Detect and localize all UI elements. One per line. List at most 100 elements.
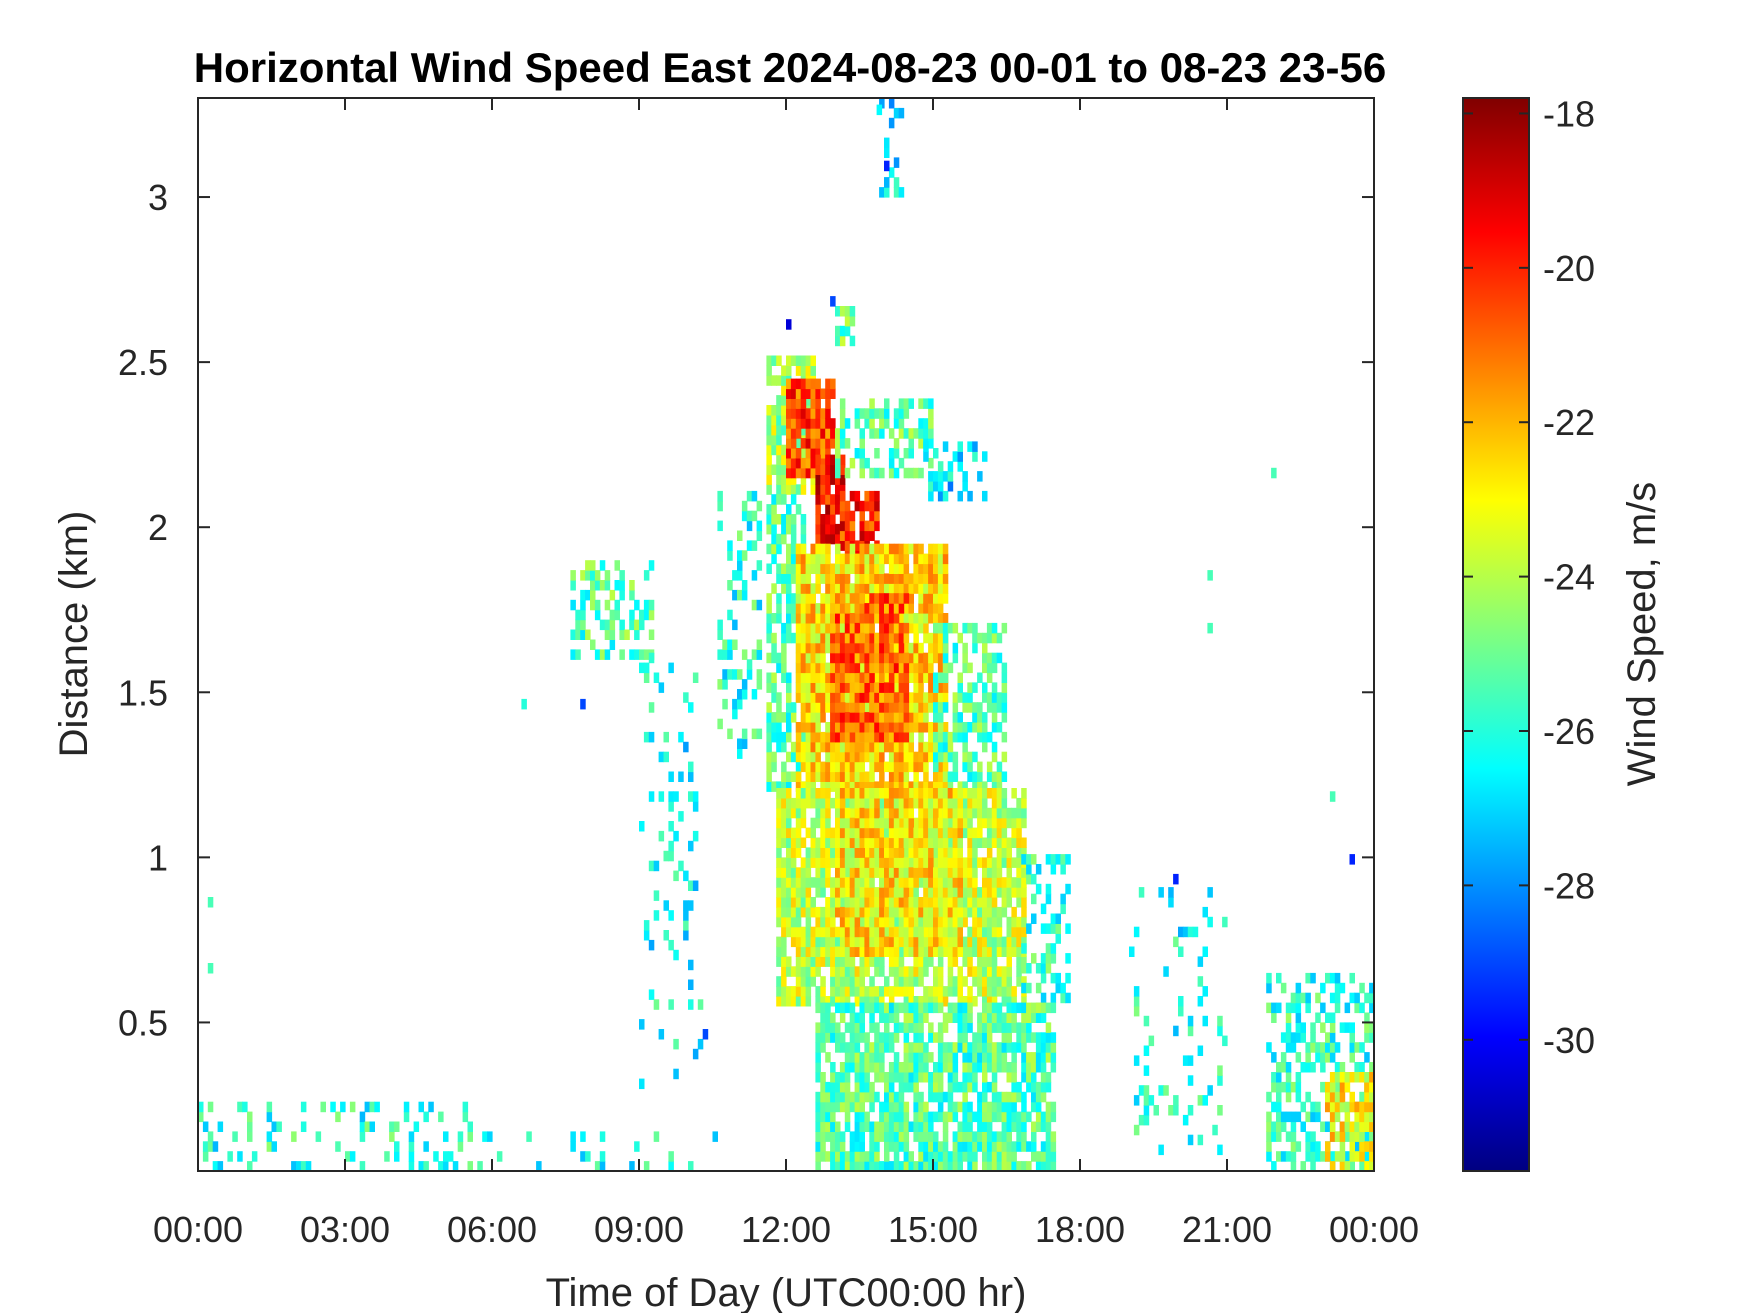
heatmap-cell — [937, 857, 944, 868]
heatmap-cell — [879, 897, 885, 908]
heatmap-cell — [580, 609, 586, 621]
heatmap-cell — [800, 788, 807, 799]
heatmap-cell — [634, 649, 640, 660]
heatmap-cell — [786, 807, 792, 819]
heatmap-cell — [825, 494, 831, 505]
heatmap-cell — [781, 996, 787, 1007]
heatmap-cell — [928, 672, 934, 683]
heatmap-cell — [972, 781, 978, 792]
heatmap-cell — [996, 1012, 1003, 1023]
heatmap-cell — [1006, 807, 1012, 819]
heatmap-cell — [820, 1151, 826, 1162]
heatmap-cell — [869, 906, 875, 918]
heatmap-cell — [854, 731, 861, 743]
heatmap-cell — [849, 807, 856, 819]
heatmap-cell — [888, 553, 895, 565]
heatmap-cell — [835, 771, 841, 782]
heatmap-cell — [815, 642, 821, 654]
heatmap-cell — [918, 1022, 924, 1033]
heatmap-cell — [839, 1141, 846, 1152]
heatmap-cell — [570, 599, 576, 611]
heatmap-cell — [982, 996, 988, 1007]
heatmap-cell — [825, 916, 831, 928]
heatmap-cell — [1320, 1002, 1326, 1014]
heatmap-cell — [874, 553, 880, 565]
heatmap-cell — [820, 1111, 826, 1123]
heatmap-cell — [1045, 1081, 1052, 1093]
heatmap-cell — [776, 405, 782, 416]
heatmap-cell — [786, 543, 792, 555]
heatmap-cell — [1369, 1121, 1375, 1132]
heatmap-cell — [888, 751, 895, 763]
heatmap-cell — [888, 672, 895, 683]
heatmap-cell — [805, 788, 812, 799]
heatmap-cell — [962, 731, 968, 743]
heatmap-cell — [893, 751, 900, 763]
heatmap-cell — [928, 1121, 934, 1132]
heatmap-cell — [403, 1101, 410, 1113]
heatmap-cell — [776, 395, 782, 406]
heatmap-cell — [1040, 1002, 1047, 1014]
heatmap-cell — [1285, 1072, 1292, 1083]
heatmap-cell — [933, 712, 939, 723]
heatmap-cell — [918, 807, 924, 819]
heatmap-cell — [879, 722, 885, 733]
heatmap-cell — [835, 652, 841, 664]
heatmap-cell — [1344, 1022, 1351, 1033]
heatmap-cell — [982, 877, 988, 888]
heatmap-cell — [1305, 992, 1311, 1004]
heatmap-cell — [928, 603, 934, 614]
heatmap-cell — [673, 830, 679, 842]
heatmap-cell — [908, 857, 914, 868]
heatmap-cell — [1329, 1131, 1336, 1142]
heatmap-cell — [1040, 972, 1047, 984]
heatmap-cell — [942, 490, 949, 502]
heatmap-cell — [869, 877, 875, 888]
heatmap-cell — [300, 1121, 307, 1132]
heatmap-cell — [825, 1052, 831, 1063]
heatmap-cell — [898, 741, 905, 753]
heatmap-cell — [937, 797, 944, 809]
heatmap-cell — [1016, 1091, 1022, 1103]
heatmap-cell — [795, 751, 802, 763]
heatmap-cell — [795, 652, 802, 664]
heatmap-cell — [1060, 992, 1066, 1004]
heatmap-cell — [1031, 1002, 1037, 1014]
heatmap-cell — [942, 1121, 949, 1132]
heatmap-cell — [996, 781, 1003, 792]
heatmap-cell — [928, 936, 934, 948]
heatmap-cell — [359, 1111, 366, 1123]
heatmap-cell — [903, 712, 910, 723]
heatmap-cell — [918, 722, 924, 733]
heatmap-cell — [844, 817, 851, 829]
heatmap-cell — [991, 1091, 998, 1103]
heatmap-cell — [1006, 1111, 1012, 1123]
heatmap-cell — [727, 649, 733, 660]
heatmap-cell — [830, 966, 836, 977]
heatmap-cell — [810, 365, 816, 376]
heatmap-cell — [874, 490, 880, 502]
heatmap-cell — [781, 514, 787, 525]
heatmap-cell — [928, 1111, 934, 1123]
heatmap-cell — [1329, 1052, 1336, 1063]
heatmap-cell — [830, 583, 836, 594]
heatmap-cell — [928, 481, 934, 492]
heatmap-cell — [1045, 953, 1052, 964]
heatmap-cell — [810, 448, 816, 459]
heatmap-cell — [908, 996, 914, 1007]
heatmap-cell — [874, 642, 880, 654]
heatmap-cell — [433, 1151, 439, 1162]
heatmap-cell — [888, 827, 895, 839]
heatmap-cell — [859, 553, 865, 565]
heatmap-cell — [918, 1002, 924, 1014]
heatmap-cell — [913, 573, 919, 584]
heatmap-cell — [839, 632, 846, 644]
heatmap-cell — [776, 867, 782, 878]
heatmap-cell — [893, 867, 900, 878]
heatmap-cell — [648, 702, 655, 713]
heatmap-cell — [359, 1131, 366, 1142]
heatmap-cell — [1001, 1101, 1008, 1113]
heatmap-cell — [1320, 1062, 1326, 1073]
heatmap-cell — [903, 877, 910, 888]
heatmap-cell — [957, 1012, 963, 1023]
